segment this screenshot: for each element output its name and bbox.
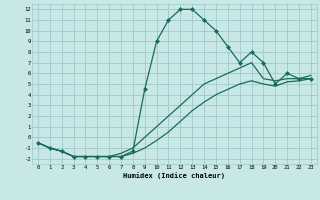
X-axis label: Humidex (Indice chaleur): Humidex (Indice chaleur) bbox=[124, 172, 225, 179]
